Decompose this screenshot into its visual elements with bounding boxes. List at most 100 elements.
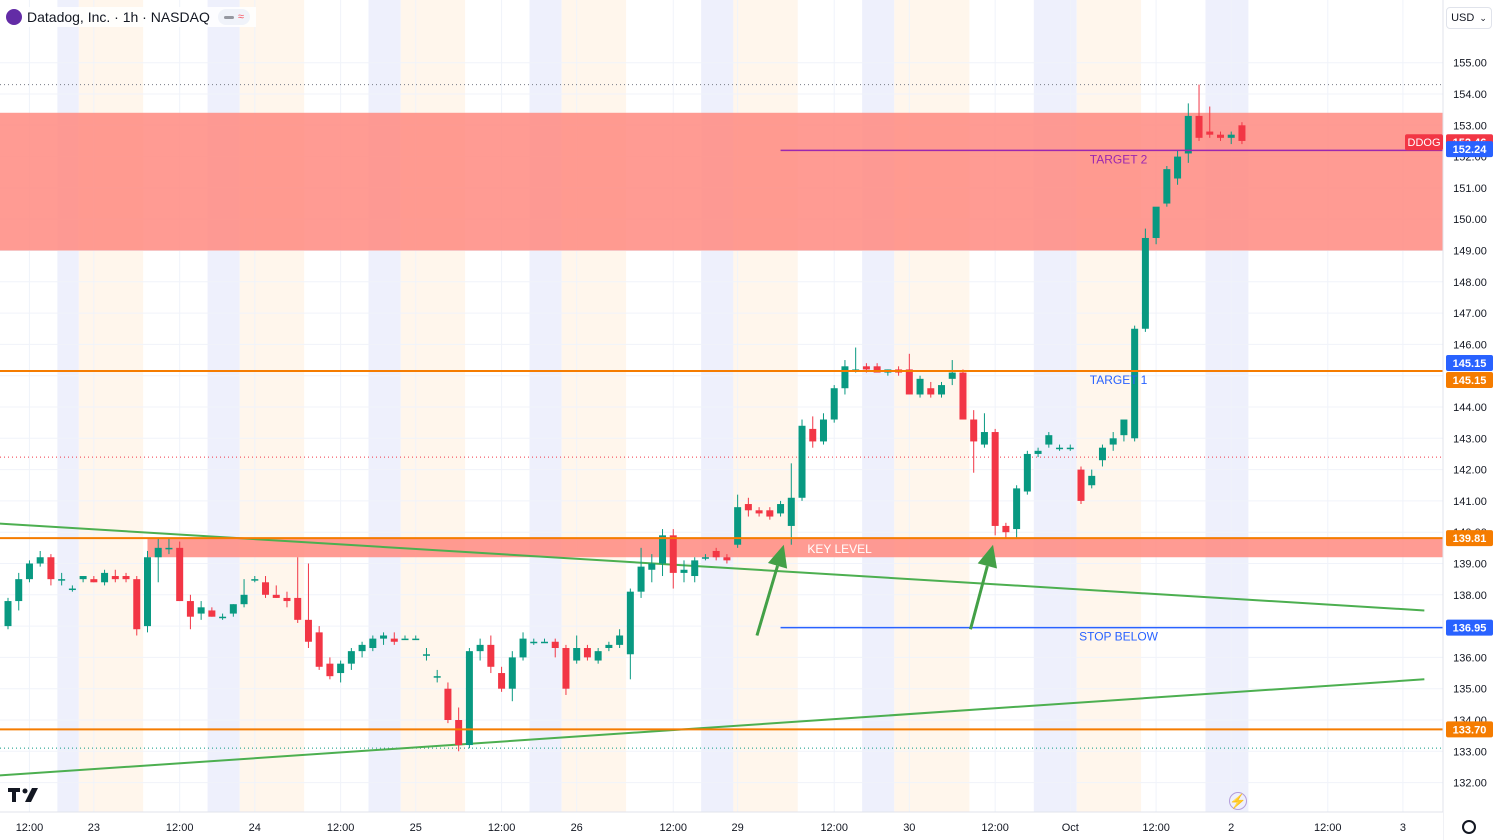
price-axis-label: 136.95 <box>1446 619 1493 636</box>
candle-body <box>4 601 12 627</box>
candle-body <box>734 507 742 545</box>
candle-body <box>122 576 130 580</box>
candle-body <box>659 535 667 564</box>
time-tick-label: 30 <box>903 822 915 834</box>
candle <box>4 597 12 630</box>
candle <box>551 638 559 658</box>
candle-body <box>111 576 119 580</box>
candle <box>337 660 345 683</box>
candle-body <box>551 641 559 649</box>
candle <box>1013 485 1021 539</box>
price-axis-label: 145.15 <box>1446 372 1493 389</box>
candle-body <box>1216 134 1224 138</box>
candle <box>444 682 452 724</box>
candle-body <box>562 648 570 689</box>
candle-body <box>605 644 613 649</box>
candle-body <box>583 648 591 658</box>
candle-body <box>465 651 473 746</box>
price-tick-label: 139.00 <box>1453 559 1487 571</box>
candle <box>980 413 988 448</box>
candle <box>487 635 495 674</box>
candle-body <box>744 504 752 511</box>
price-tick-label: 132.00 <box>1453 778 1487 790</box>
price-axis-label-text: 145.15 <box>1453 358 1487 370</box>
candle-body <box>1195 115 1203 138</box>
time-axis <box>0 812 1443 840</box>
level-label: TARGET 2 <box>1090 152 1148 166</box>
candle-body <box>1109 438 1117 445</box>
candle <box>1227 131 1235 145</box>
candle-body <box>1045 435 1053 445</box>
candle <box>90 576 98 583</box>
time-tick-label: 12:00 <box>488 822 516 834</box>
candle-body <box>1034 450 1042 454</box>
candle-body <box>165 547 173 550</box>
candle-body <box>176 547 184 602</box>
price-tick-label: 141.00 <box>1453 496 1487 508</box>
currency-selector[interactable]: USD ⌄ <box>1446 7 1492 29</box>
price-tick-label: 133.00 <box>1453 746 1487 758</box>
candle-body <box>616 635 624 645</box>
candle <box>798 419 806 501</box>
candle-body <box>1098 447 1106 461</box>
candle-body <box>219 616 227 619</box>
candle <box>143 550 151 633</box>
symbol-title[interactable]: Datadog, Inc. · 1h · NASDAQ <box>27 9 210 25</box>
price-tick-label: 142.00 <box>1453 465 1487 477</box>
status-pills[interactable]: ≈ <box>217 9 250 25</box>
time-tick-label: 23 <box>88 822 100 834</box>
candle <box>15 572 23 611</box>
price-axis-label-bg <box>1446 141 1493 158</box>
candle <box>1045 432 1053 448</box>
candle-body <box>444 688 452 720</box>
candle <box>594 648 602 664</box>
candle <box>68 585 76 592</box>
candle-body <box>637 566 645 592</box>
candle <box>262 576 270 598</box>
candle-body <box>101 572 109 583</box>
candle <box>691 557 699 583</box>
candle-body <box>648 563 656 570</box>
candle <box>583 644 591 661</box>
price-axis-label: 139.81 <box>1446 530 1493 547</box>
candle <box>294 557 302 623</box>
candle <box>315 626 323 670</box>
candle <box>1088 469 1096 489</box>
candle <box>680 560 688 583</box>
candle <box>1002 522 1010 539</box>
candle-body <box>294 597 302 620</box>
candle-body <box>841 366 849 389</box>
candle-body <box>25 563 33 580</box>
candle <box>240 579 248 608</box>
price-tick-label: 149.00 <box>1453 246 1487 258</box>
candle <box>422 648 430 661</box>
price-axis-label-text: 133.70 <box>1453 724 1487 736</box>
candle-body <box>938 385 946 395</box>
candle-body <box>916 378 924 395</box>
tradingview-logo-icon[interactable] <box>8 786 42 802</box>
candle <box>948 360 956 386</box>
candle-body <box>1184 115 1192 154</box>
spark-icon[interactable]: ⚡ <box>1229 792 1247 810</box>
time-tick-label: 12:00 <box>327 822 355 834</box>
gear-icon[interactable] <box>1462 820 1476 834</box>
candle <box>541 638 548 644</box>
price-axis-label-text: 139.81 <box>1453 533 1487 545</box>
time-tick-label: 29 <box>732 822 744 834</box>
candle <box>47 554 55 586</box>
candle <box>476 638 484 661</box>
candle-body <box>36 557 44 564</box>
candle <box>787 463 795 545</box>
candle-body <box>691 560 699 577</box>
time-tick-label: 12:00 <box>16 822 44 834</box>
candle-body <box>433 676 441 678</box>
candle-body <box>68 588 76 591</box>
candle <box>659 529 667 577</box>
candle-body <box>1088 475 1096 486</box>
candle <box>777 500 785 517</box>
candle-body <box>594 651 602 661</box>
candle-body <box>905 369 913 395</box>
candle <box>508 651 516 702</box>
price-tick-label: 136.00 <box>1453 652 1487 664</box>
